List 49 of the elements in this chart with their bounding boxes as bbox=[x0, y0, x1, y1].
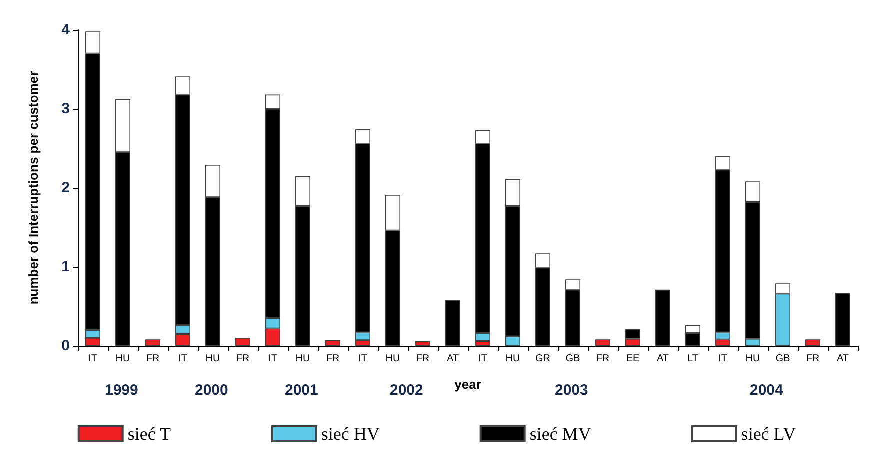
bar bbox=[596, 340, 610, 346]
x-tick-label: HU bbox=[296, 354, 310, 364]
text: 2001 bbox=[285, 382, 318, 399]
x-tick-label: HU bbox=[506, 354, 520, 364]
x-tick-label: IT bbox=[88, 354, 98, 364]
x-tick-label: IT bbox=[178, 354, 188, 364]
x-tick-label: AT bbox=[446, 354, 460, 364]
legend-label: sieć LV bbox=[741, 424, 796, 444]
x-tick-label: FR bbox=[236, 354, 250, 364]
x-axis-title: year bbox=[454, 377, 482, 392]
y-tick-label: 0 bbox=[62, 338, 70, 354]
text: 2000 bbox=[195, 382, 228, 399]
bar bbox=[806, 340, 820, 346]
text: 2003 bbox=[555, 382, 588, 399]
x-tick-label: FR bbox=[326, 354, 340, 364]
x-tick-label: IT bbox=[478, 354, 488, 364]
text: 2002 bbox=[390, 382, 424, 399]
x-tick-label: GR bbox=[536, 354, 550, 364]
bar bbox=[416, 341, 430, 346]
x-tick-label: IT bbox=[268, 354, 278, 364]
x-tick-label: AT bbox=[656, 354, 670, 364]
x-tick-label: LT bbox=[688, 354, 698, 364]
bar bbox=[236, 338, 250, 346]
x-tick-label: FR bbox=[596, 354, 610, 364]
x-tick-label: IT bbox=[358, 354, 368, 364]
x-tick-label: GB bbox=[566, 354, 581, 364]
x-tick-label: AT bbox=[836, 354, 850, 364]
y-tick-label: 3 bbox=[62, 100, 70, 118]
bar bbox=[326, 340, 340, 346]
x-tick-label: HU bbox=[116, 354, 130, 364]
legend-label: sieć HV bbox=[321, 424, 380, 444]
y-tick-label: 1 bbox=[62, 258, 70, 276]
x-tick-label: FR bbox=[146, 354, 160, 364]
y-axis-title: number of Interruptions per customer bbox=[26, 71, 41, 305]
text: 2004 bbox=[750, 382, 784, 399]
y-tick-label: 2 bbox=[62, 180, 70, 196]
x-tick-label: IT bbox=[718, 354, 728, 364]
x-tick-label: GB bbox=[776, 354, 791, 364]
x-tick-label: HU bbox=[386, 354, 400, 364]
x-tick-label: EE bbox=[626, 354, 640, 364]
bar bbox=[146, 340, 160, 346]
y-tick-label: 4 bbox=[62, 22, 71, 38]
x-tick-label: FR bbox=[806, 354, 820, 364]
text: 1999 bbox=[105, 382, 138, 399]
legend-label: sieć MV bbox=[530, 424, 592, 444]
x-tick-label: FR bbox=[416, 354, 430, 364]
x-tick-label: HU bbox=[746, 354, 760, 364]
legend-label: sieć T bbox=[128, 424, 172, 444]
x-tick-label: HU bbox=[206, 354, 220, 364]
